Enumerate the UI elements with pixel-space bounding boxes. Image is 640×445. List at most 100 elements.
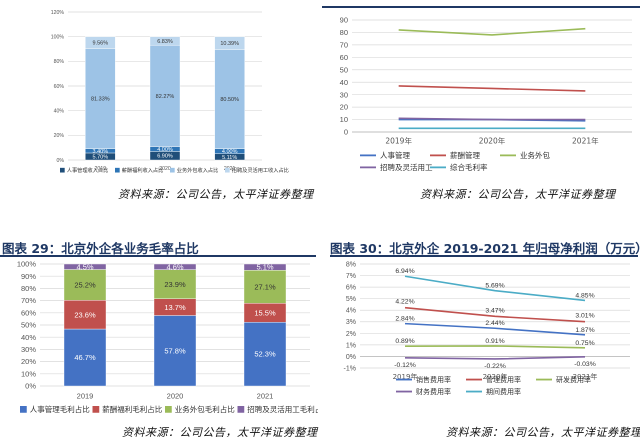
top_right-ytick-label: 50 <box>340 65 348 74</box>
top_left-ytick-label: 0% <box>57 158 65 164</box>
bottom_left-ytick-label: 80% <box>21 284 36 293</box>
bottom_right-legend-label: 财务费用率 <box>416 387 451 396</box>
bottom_right-ytick-label: 5% <box>346 296 356 303</box>
chart-top-left: 0% 20% 40% 60% 80% 100% 120% 5.70% 3.40% 81.33% 9.… <box>0 0 318 180</box>
chart-bottom-right: -1% 0% 1% 2% 3% 4% 5% 6% 7% 8% 2.84% 2.44% 1.87% 4.22… <box>330 258 640 420</box>
top_left-data-label: 5.11% <box>222 155 237 161</box>
bottom_left-bar-segment <box>63 328 107 387</box>
bottom_right-data-label: 4.22% <box>395 299 414 306</box>
top_left-data-label: 82.27% <box>156 94 175 100</box>
top_left-data-label: 3.40% <box>93 149 109 155</box>
bottom_left-xtick-label: 2020 <box>167 392 184 401</box>
bottom_right-series-line <box>404 275 586 302</box>
top_left-ytick-label: 20% <box>54 133 65 139</box>
top_left-ytick-label: 120% <box>51 10 65 16</box>
top_left-bar-segment <box>149 36 181 46</box>
bottom_left-legend-label: 人事管理毛利占比 <box>30 404 90 414</box>
bottom_right-xtick-label: 2019年 <box>393 372 418 381</box>
bottom_left-xtick-label: 2019 <box>77 392 94 401</box>
top_right-ytick-label: 40 <box>340 78 348 87</box>
top_left-legend-swatch <box>60 167 65 173</box>
top_left-data-label: 6.90% <box>157 154 173 160</box>
bottom_right-data-label: 3.47% <box>485 307 504 314</box>
chart-bottom-left-svg: 0% 10% 20% 30% 40% 50% 60% 70% 80% 90% 100% 46.7% 23… <box>17 260 318 414</box>
bottom_left-xtick-label: 2021 <box>257 392 274 401</box>
top_right-xtick-label: 2021年 <box>572 136 599 146</box>
bottom_left-legend-label: 薪酬福利毛利占比 <box>102 404 162 414</box>
top_left-xtick-label: 2021 <box>224 166 236 172</box>
bottom_right-data-label: 0.89% <box>395 338 414 345</box>
top_left-ytick-label: 80% <box>54 59 65 65</box>
bottom_right-data-label: 5.69% <box>485 283 504 290</box>
top_right-ytick-label: 0 <box>344 128 348 137</box>
top_right-ytick-label: 70 <box>340 41 348 50</box>
chart-bottom-right-svg: -1% 0% 1% 2% 3% 4% 5% 6% 7% 8% 2.84% 2.44% 1.87% 4.22… <box>344 261 630 396</box>
bottom_right-data-label: 4.85% <box>575 292 594 299</box>
bottom_right-series-line <box>404 355 586 360</box>
bottom_right-series-line <box>404 345 586 349</box>
bottom_left-data-label: 5.1% <box>256 263 273 272</box>
top_right-legend-label: 人事管理 <box>380 150 410 160</box>
top_left-data-label: 10.39% <box>220 41 239 47</box>
bottom_left-ytick-label: 10% <box>21 369 36 378</box>
bottom_left-bar-segment <box>153 315 197 387</box>
bottom_left-bar-segment <box>243 321 287 387</box>
top_left-legend-swatch <box>225 167 230 173</box>
top_right-ytick-label: 60 <box>340 53 348 62</box>
bottom_right-data-label: 2.84% <box>395 316 414 323</box>
bottom_right-data-label: 2.44% <box>485 320 504 327</box>
bottom_right-data-label: 3.01% <box>575 313 594 320</box>
source-note-top-left: 资料来源：公司公告，太平洋证券整理 <box>118 188 314 201</box>
bottom_left-ytick-label: 20% <box>21 357 36 366</box>
bottom_left-bar-segment <box>153 269 197 299</box>
bottom_left-data-label: 4.6% <box>166 262 183 271</box>
top_left-bar-segment <box>85 48 116 149</box>
bottom_left-data-label: 52.3% <box>254 350 276 359</box>
bottom_left-data-label: 23.9% <box>164 280 186 289</box>
top_left-legend-label: 招聘及灵活用工收入占比 <box>232 166 289 174</box>
top_right-series-line <box>398 117 586 121</box>
bottom_left-ytick-label: 60% <box>21 308 36 317</box>
top_left-ytick-label: 60% <box>54 84 65 90</box>
top_left-bar-segment <box>214 49 245 149</box>
top_right-legend-label: 综合毛利率 <box>450 162 488 172</box>
bottom_left-ytick-label: 70% <box>21 296 36 305</box>
top_left-bar-segment <box>214 36 245 50</box>
top_left-ytick-label: 100% <box>51 34 65 40</box>
bottom_right-ytick-label: -1% <box>344 365 356 372</box>
bottom_left-data-label: 57.8% <box>164 346 186 355</box>
top_right-ytick-label: 20 <box>340 103 348 112</box>
bottom_left-ytick-label: 90% <box>21 272 36 281</box>
bottom_right-ytick-label: 8% <box>346 261 356 268</box>
top_left-bar-segment <box>149 44 181 147</box>
bottom_right-ytick-label: 0% <box>346 354 356 361</box>
bottom_left-ytick-label: 50% <box>21 321 36 330</box>
bottom_left-data-label: 15.5% <box>254 308 276 317</box>
top_left-data-label: 6.83% <box>157 39 173 45</box>
top_right-series-line <box>398 27 586 36</box>
bottom_left-legend-label: 业务外包毛利占比 <box>175 404 235 414</box>
bottom_left-ytick-label: 40% <box>21 333 36 342</box>
source-note-top-right: 资料来源：公司公告，太平洋证券整理 <box>420 188 616 201</box>
source-note-bottom-right: 资料来源：公司公告，太平洋证券整理 <box>446 426 640 439</box>
bottom_right-xtick-label: 2020年 <box>483 372 508 381</box>
top_right-legend-label: 薪酬管理 <box>450 150 480 160</box>
bottom_right-legend-label: 期间费用率 <box>486 387 521 396</box>
bottom_left-bar-segment <box>63 269 107 301</box>
bottom_right-xtick-label: 2021年 <box>573 372 598 381</box>
top_left-data-label: 4.00% <box>157 147 173 153</box>
bottom_right-data-label: 0.75% <box>575 340 594 347</box>
bottom_right-data-label: 0.91% <box>485 338 504 345</box>
bottom_right-ytick-label: 7% <box>346 273 356 280</box>
bottom_left-legend-label: 招聘及灵活用工毛利占比 <box>247 404 318 414</box>
top_left-legend-swatch <box>115 167 120 173</box>
title-rule-30 <box>330 255 638 257</box>
top_right-series-line <box>398 85 586 92</box>
bottom_right-data-label: 1.87% <box>575 327 594 334</box>
top_left-ytick-label: 40% <box>54 108 65 114</box>
bottom_left-legend-swatch <box>20 406 27 413</box>
bottom_right-legend-label: 研发费用率 <box>556 375 591 384</box>
bottom_left-data-label: 4.5% <box>76 262 93 271</box>
bottom_left-data-label: 13.7% <box>164 303 186 312</box>
